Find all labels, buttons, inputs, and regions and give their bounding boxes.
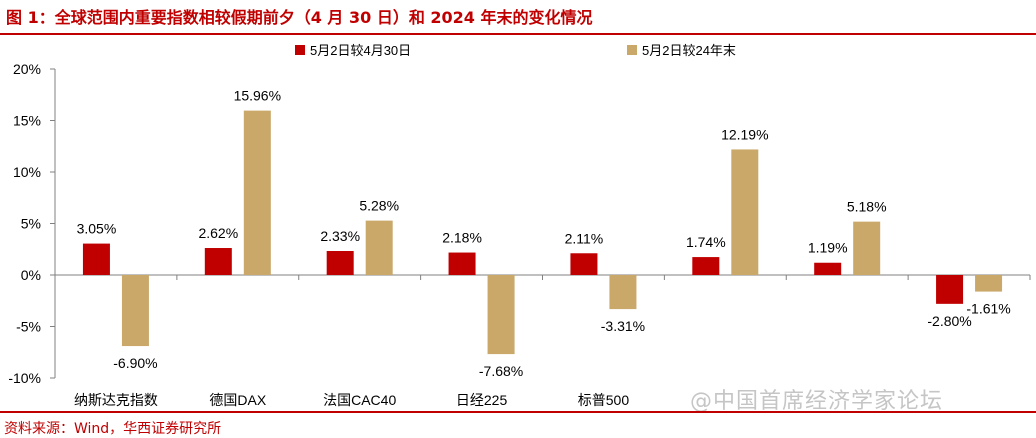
bar-vs-2024end (243, 110, 271, 275)
y-tick-label: -10% (8, 370, 41, 386)
data-label: 2.18% (442, 230, 482, 246)
data-label: 12.19% (721, 126, 768, 142)
data-label: -6.90% (113, 355, 157, 371)
bar-vs-2024end (853, 221, 881, 275)
data-label: -1.61% (966, 301, 1010, 317)
bar-vs-2024end (731, 149, 759, 275)
bar-vs-apr30 (326, 251, 354, 275)
title-divider (0, 33, 1036, 35)
data-label: -7.68% (479, 363, 523, 379)
x-category-label: 法国CAC40 (323, 392, 396, 408)
bar-vs-apr30 (692, 257, 720, 275)
x-category-label: 日经225 (456, 392, 508, 408)
bar-vs-apr30 (570, 253, 598, 275)
bar-chart: -10% -5% 0% 5% 10% 15% 20% 3.05% -6.90% 纳斯达克指数 2.… (8, 43, 1031, 408)
y-tick-label: -5% (16, 319, 41, 335)
data-label: 2.11% (565, 230, 604, 246)
bar-vs-apr30 (204, 248, 232, 275)
data-label: 1.74% (686, 234, 726, 250)
source-note: 资料来源：Wind，华西证券研究所 (4, 421, 222, 437)
bar-vs-2024end (365, 220, 393, 275)
watermark: @中国首席经济学家论坛 (690, 389, 944, 414)
legend-swatch (295, 45, 305, 55)
bar-vs-2024end (487, 275, 515, 355)
data-label: 2.33% (320, 228, 360, 244)
y-tick-label: 0% (21, 267, 41, 283)
bar-vs-apr30 (814, 262, 842, 275)
y-tick-label: 15% (13, 113, 41, 129)
bar-vs-apr30 (448, 252, 476, 275)
bar-vs-apr30 (82, 243, 110, 275)
y-tick-label: 20% (13, 61, 41, 77)
x-category-label: 标普500 (578, 392, 630, 408)
x-category-label: 德国DAX (209, 392, 266, 408)
legend-label: 5月2日较24年末 (642, 43, 736, 58)
legend-label: 5月2日较4月30日 (310, 43, 411, 58)
x-category-label: 纳斯达克指数 (74, 392, 158, 408)
bar-vs-apr30 (936, 275, 964, 304)
data-label: 15.96% (234, 88, 281, 104)
figure-title: 图 1：全球范围内重要指数相较假期前夕（4 月 30 日）和 2024 年末的变… (6, 8, 593, 27)
bar-vs-2024end (609, 275, 637, 310)
bar-vs-2024end (121, 275, 149, 347)
bar-vs-2024end (975, 275, 1003, 292)
data-label: 5.18% (847, 199, 887, 215)
legend-swatch (627, 45, 637, 55)
data-label: -2.80% (927, 313, 971, 329)
data-label: -3.31% (601, 318, 645, 334)
data-label: 1.19% (808, 240, 848, 256)
y-tick-label: 5% (21, 216, 41, 232)
data-label: 5.28% (359, 198, 399, 214)
source-divider (0, 411, 1036, 413)
data-label: 3.05% (77, 221, 117, 237)
data-label: 2.62% (198, 225, 238, 241)
y-tick-label: 10% (13, 164, 41, 180)
